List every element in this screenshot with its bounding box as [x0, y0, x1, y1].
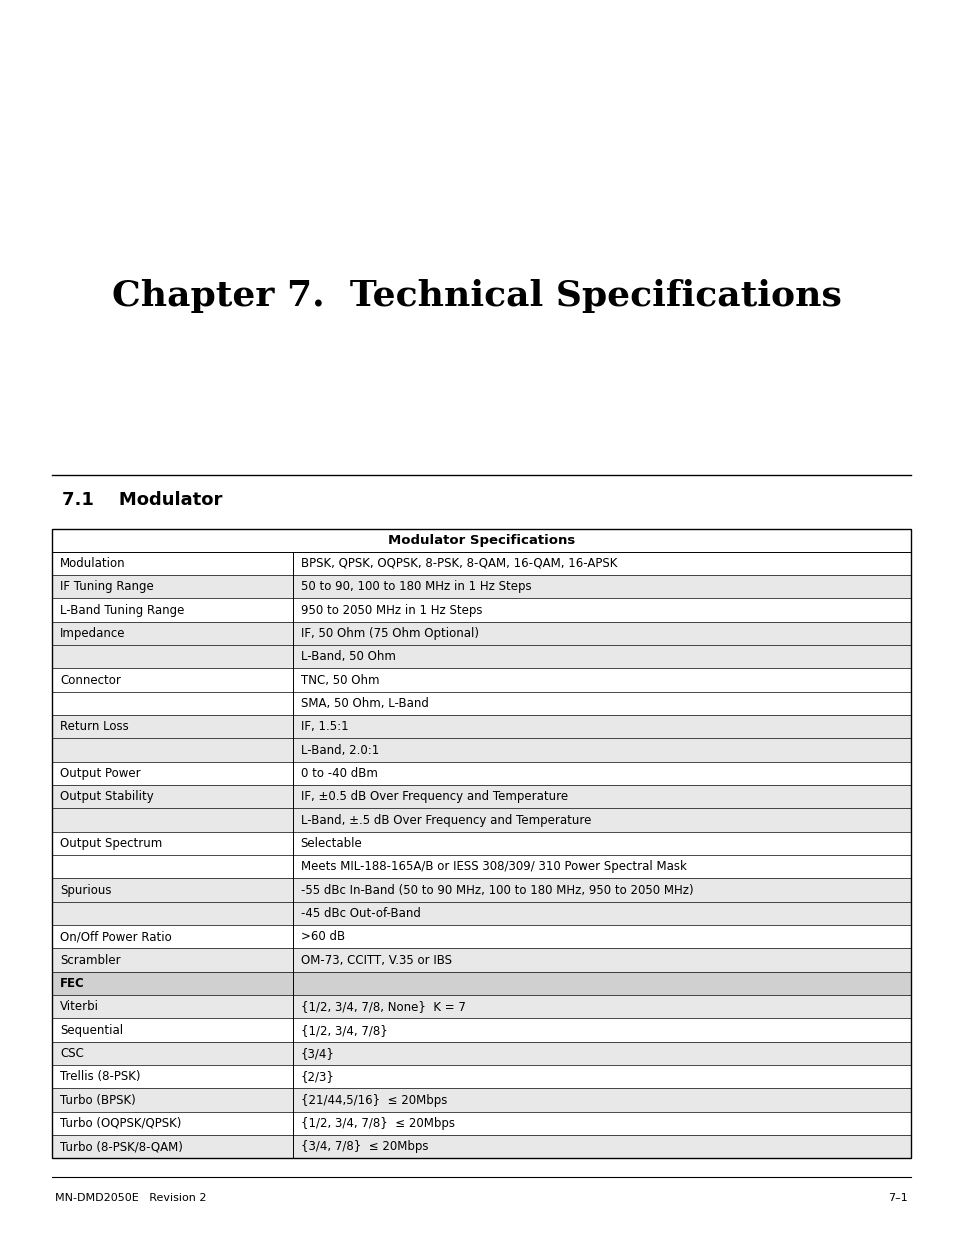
Bar — [52, 1112, 910, 1135]
Text: OM-73, CCITT, V.35 or IBS: OM-73, CCITT, V.35 or IBS — [300, 953, 451, 967]
Text: IF, 1.5:1: IF, 1.5:1 — [300, 720, 348, 734]
Text: SMA, 50 Ohm, L-Band: SMA, 50 Ohm, L-Band — [300, 697, 428, 710]
Text: IF, ±0.5 dB Over Frequency and Temperature: IF, ±0.5 dB Over Frequency and Temperatu… — [300, 790, 567, 803]
Text: 50 to 90, 100 to 180 MHz in 1 Hz Steps: 50 to 90, 100 to 180 MHz in 1 Hz Steps — [300, 580, 531, 593]
Text: {2/3}: {2/3} — [300, 1071, 335, 1083]
Text: 7.1    Modulator: 7.1 Modulator — [62, 492, 222, 509]
Text: 7–1: 7–1 — [887, 1193, 907, 1203]
Text: Turbo (BPSK): Turbo (BPSK) — [60, 1094, 135, 1107]
Bar — [52, 1065, 910, 1088]
Text: BPSK, QPSK, OQPSK, 8-PSK, 8-QAM, 16-QAM, 16-APSK: BPSK, QPSK, OQPSK, 8-PSK, 8-QAM, 16-QAM,… — [300, 557, 617, 569]
Bar — [52, 1135, 910, 1158]
Bar — [52, 809, 910, 831]
Text: Output Stability: Output Stability — [60, 790, 153, 803]
Text: On/Off Power Ratio: On/Off Power Ratio — [60, 930, 172, 944]
Text: Modulator Specifications: Modulator Specifications — [388, 534, 575, 547]
Bar — [52, 715, 910, 739]
Text: TNC, 50 Ohm: TNC, 50 Ohm — [300, 673, 378, 687]
Text: Chapter 7.  Technical Specifications: Chapter 7. Technical Specifications — [112, 279, 841, 314]
Text: Spurious: Spurious — [60, 883, 112, 897]
Text: 950 to 2050 MHz in 1 Hz Steps: 950 to 2050 MHz in 1 Hz Steps — [300, 604, 481, 616]
Bar — [52, 692, 910, 715]
Text: IF Tuning Range: IF Tuning Range — [60, 580, 153, 593]
Text: L-Band, 50 Ohm: L-Band, 50 Ohm — [300, 651, 395, 663]
Text: {1/2, 3/4, 7/8}  ≤ 20Mbps: {1/2, 3/4, 7/8} ≤ 20Mbps — [300, 1116, 454, 1130]
Text: Turbo (8-PSK/8-QAM): Turbo (8-PSK/8-QAM) — [60, 1140, 183, 1153]
Text: Connector: Connector — [60, 673, 121, 687]
Text: Sequential: Sequential — [60, 1024, 123, 1036]
Bar — [52, 621, 910, 645]
Text: Scrambler: Scrambler — [60, 953, 121, 967]
Text: Turbo (OQPSK/QPSK): Turbo (OQPSK/QPSK) — [60, 1116, 181, 1130]
Text: Impedance: Impedance — [60, 627, 126, 640]
Bar — [52, 552, 910, 576]
Text: FEC: FEC — [60, 977, 85, 990]
Bar — [52, 529, 910, 552]
Bar — [52, 645, 910, 668]
Bar — [52, 995, 910, 1019]
Text: Modulation: Modulation — [60, 557, 126, 569]
Text: >60 dB: >60 dB — [300, 930, 344, 944]
Text: {21/44,5/16}  ≤ 20Mbps: {21/44,5/16} ≤ 20Mbps — [300, 1094, 446, 1107]
Bar — [52, 668, 910, 692]
Text: -55 dBc In-Band (50 to 90 MHz, 100 to 180 MHz, 950 to 2050 MHz): -55 dBc In-Band (50 to 90 MHz, 100 to 18… — [300, 883, 693, 897]
Bar — [52, 785, 910, 809]
Text: CSC: CSC — [60, 1047, 84, 1060]
Bar — [52, 948, 910, 972]
Bar — [52, 855, 910, 878]
Text: MN-DMD2050E   Revision 2: MN-DMD2050E Revision 2 — [55, 1193, 207, 1203]
Bar — [52, 576, 910, 599]
Bar — [52, 739, 910, 762]
Text: Output Power: Output Power — [60, 767, 141, 781]
Text: Meets MIL-188-165A/B or IESS 308/309/ 310 Power Spectral Mask: Meets MIL-188-165A/B or IESS 308/309/ 31… — [300, 861, 685, 873]
Text: Output Spectrum: Output Spectrum — [60, 837, 162, 850]
Bar — [52, 529, 910, 1158]
Bar — [52, 599, 910, 621]
Text: {3/4}: {3/4} — [300, 1047, 335, 1060]
Text: {1/2, 3/4, 7/8, None}  K = 7: {1/2, 3/4, 7/8, None} K = 7 — [300, 1000, 465, 1013]
Text: -45 dBc Out-of-Band: -45 dBc Out-of-Band — [300, 906, 420, 920]
Text: L-Band, ±.5 dB Over Frequency and Temperature: L-Band, ±.5 dB Over Frequency and Temper… — [300, 814, 590, 826]
Bar — [52, 762, 910, 785]
Text: {3/4, 7/8}  ≤ 20Mbps: {3/4, 7/8} ≤ 20Mbps — [300, 1140, 428, 1153]
Bar — [52, 1088, 910, 1112]
Bar — [52, 972, 910, 995]
Text: Viterbi: Viterbi — [60, 1000, 99, 1013]
Text: L-Band, 2.0:1: L-Band, 2.0:1 — [300, 743, 378, 757]
Text: L-Band Tuning Range: L-Band Tuning Range — [60, 604, 184, 616]
Text: {1/2, 3/4, 7/8}: {1/2, 3/4, 7/8} — [300, 1024, 387, 1036]
Bar — [52, 831, 910, 855]
Bar — [52, 925, 910, 948]
Bar — [52, 1019, 910, 1042]
Bar — [52, 878, 910, 902]
Text: Return Loss: Return Loss — [60, 720, 129, 734]
Bar — [52, 902, 910, 925]
Text: 0 to -40 dBm: 0 to -40 dBm — [300, 767, 377, 781]
Text: Trellis (8-PSK): Trellis (8-PSK) — [60, 1071, 140, 1083]
Bar — [52, 1042, 910, 1065]
Text: IF, 50 Ohm (75 Ohm Optional): IF, 50 Ohm (75 Ohm Optional) — [300, 627, 478, 640]
Text: Selectable: Selectable — [300, 837, 362, 850]
